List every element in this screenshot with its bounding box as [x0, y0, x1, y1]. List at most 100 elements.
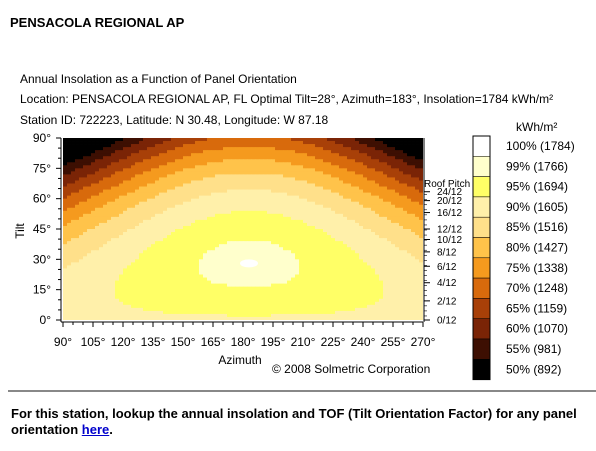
heatmap-cell [391, 280, 396, 284]
heatmap-cell [371, 262, 376, 266]
heatmap-cell [263, 213, 268, 218]
heatmap-cell [71, 271, 76, 275]
heatmap-cell [195, 235, 200, 239]
heatmap-cell [63, 283, 68, 288]
heatmap-cell [279, 195, 284, 200]
heatmap-cell [87, 301, 92, 306]
heatmap-cell [275, 177, 280, 181]
heatmap-cell [271, 159, 276, 163]
heatmap-cell [179, 232, 184, 236]
heatmap-cell [207, 238, 212, 242]
heatmap-cell [387, 280, 392, 284]
heatmap-cell [79, 298, 84, 303]
heatmap-cell [95, 295, 100, 300]
heatmap-cell [267, 153, 272, 157]
heatmap-cell [291, 195, 296, 200]
heatmap-cell [375, 280, 380, 284]
heatmap-cell [87, 292, 92, 297]
heatmap-cell [195, 244, 200, 248]
heatmap-cell [355, 141, 360, 145]
heatmap-cell [331, 153, 336, 157]
heatmap-cell [331, 250, 336, 254]
heatmap-cell [411, 295, 416, 300]
heatmap-cell [215, 159, 220, 163]
heatmap-cell [195, 286, 200, 291]
heatmap-cell [363, 301, 368, 306]
heatmap-cell [167, 274, 172, 278]
heatmap-cell [175, 183, 180, 187]
heatmap-cell [203, 195, 208, 200]
heatmap-cell [135, 256, 140, 260]
heatmap-cell [155, 180, 160, 184]
heatmap-cell [147, 177, 152, 181]
heatmap-cell [411, 286, 416, 291]
heatmap-cell [403, 150, 408, 154]
heatmap-cell [71, 138, 76, 142]
heatmap-cell [279, 225, 284, 230]
heatmap-cell [183, 250, 188, 254]
heatmap-cell [63, 277, 68, 281]
heatmap-cell [147, 241, 152, 245]
heatmap-cell [243, 159, 248, 163]
heatmap-cell [267, 274, 272, 278]
heatmap-cell [251, 222, 256, 227]
heatmap-cell [347, 183, 352, 187]
heatmap-cell [111, 277, 116, 281]
heatmap-cell [383, 229, 388, 233]
heatmap-cell [335, 180, 340, 184]
heatmap-cell [283, 180, 288, 184]
heatmap-cell [307, 195, 312, 200]
heatmap-cell [331, 247, 336, 251]
heatmap-cell [335, 174, 340, 178]
heatmap-cell [187, 150, 192, 154]
heatmap-cell [115, 144, 120, 148]
heatmap-cell [87, 283, 92, 288]
heatmap-cell [215, 250, 220, 254]
heatmap-cell [279, 253, 284, 257]
heatmap-cell [319, 141, 324, 145]
heatmap-cell [67, 162, 72, 166]
heatmap-cell [375, 183, 380, 187]
heatmap-cell [355, 295, 360, 300]
heatmap-cell [295, 225, 300, 230]
heatmap-cell [283, 253, 288, 257]
heatmap-cell [75, 153, 80, 157]
heatmap-cell [411, 192, 416, 197]
heatmap-cell [171, 168, 176, 172]
heatmap-cell [279, 222, 284, 227]
heatmap-cell [187, 235, 192, 239]
heatmap-cell [355, 289, 360, 294]
heatmap-cell [175, 153, 180, 157]
heatmap-cell [167, 186, 172, 190]
heatmap-cell [367, 247, 372, 251]
heatmap-cell [215, 298, 220, 303]
heatmap-cell [391, 301, 396, 306]
heatmap-cell [155, 150, 160, 154]
heatmap-cell [151, 241, 156, 245]
heatmap-cell [83, 271, 88, 275]
heatmap-cell [311, 201, 316, 206]
heatmap-cell [75, 171, 80, 175]
heatmap-cell [147, 262, 152, 266]
heatmap-cell [71, 222, 76, 227]
heatmap-cell [235, 177, 240, 181]
heatmap-cell [163, 204, 168, 209]
heatmap-cell [359, 289, 364, 294]
heatmap-cell [115, 256, 120, 260]
heatmap-cell [415, 265, 420, 269]
heatmap-cell [151, 153, 156, 157]
heatmap-cell [95, 271, 100, 275]
heatmap-cell [239, 256, 244, 260]
heatmap-cell [259, 301, 264, 306]
heatmap-cell [211, 159, 216, 163]
heatmap-cell [191, 198, 196, 203]
heatmap-cell [311, 147, 316, 151]
heatmap-cell [335, 183, 340, 187]
heatmap-cell [403, 256, 408, 260]
heatmap-cell [75, 174, 80, 178]
heatmap-cell [219, 138, 224, 142]
heatmap-cell [271, 174, 276, 178]
heatmap-cell [87, 201, 92, 206]
heatmap-cell [331, 159, 336, 163]
heatmap-cell [375, 165, 380, 169]
